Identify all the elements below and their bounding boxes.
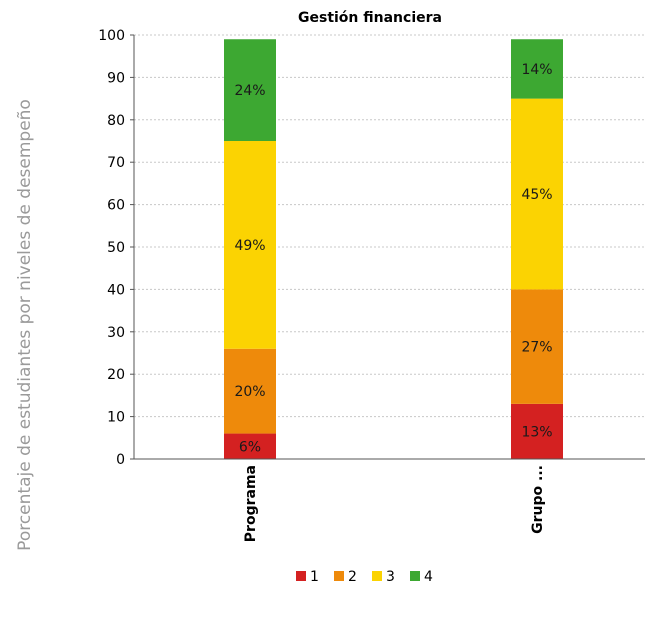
data-label-1-0: 6% [239,439,261,455]
data-label-2-1: 27% [521,340,552,356]
x-tick-label-0: Programa [243,465,259,542]
bar-segment-1-0 [224,433,276,459]
data-label-4-0: 24% [234,83,265,99]
y-tick-label-40: 40 [107,282,125,298]
y-tick-label-20: 20 [107,367,125,383]
x-tick-label-1: Grupo ... [530,465,546,534]
data-label-1-1: 13% [521,424,552,440]
legend-label-3: 3 [386,569,395,585]
legend-label-4: 4 [424,569,433,585]
y-tick-label-0: 0 [116,452,125,468]
y-tick-label-90: 90 [107,70,125,86]
legend-label-1: 1 [310,569,319,585]
y-tick-label-50: 50 [107,240,125,256]
legend-swatch-4 [410,571,420,581]
axes: 0 10 20 30 40 50 60 70 80 90 100 Programa Grupo ... [98,28,645,542]
y-tick-label-10: 10 [107,410,125,426]
data-label-3-0: 49% [234,238,265,254]
bar-segment-2-0 [224,348,276,434]
y-tick-label-70: 70 [107,155,125,171]
gridlines [134,34,645,418]
legend-swatch-2 [334,571,344,581]
legend-label-2: 2 [348,569,357,585]
y-tick-label-100: 100 [98,28,125,44]
legend-swatch-1 [296,571,306,581]
y-tick-label-60: 60 [107,198,125,214]
chart-title: Gestión financiera [298,10,442,26]
data-label-3-1: 45% [521,187,552,203]
bar-segment-4-1 [511,39,563,99]
legend: 1 2 3 4 [296,569,433,585]
bars: 6% 20% 49% 24% 13% 27% 45% 14% [224,39,563,459]
legend-swatch-3 [372,571,382,581]
bar-segment-1-1 [511,403,563,459]
bar-segment-2-1 [511,289,563,404]
bar-segment-3-0 [224,141,276,349]
y-axis-label: Porcentaje de estudiantes por niveles de… [15,99,35,551]
bar-segment-4-0 [224,39,276,141]
y-tick-label-30: 30 [107,325,125,341]
y-tick-label-80: 80 [107,113,125,129]
data-label-4-1: 14% [521,62,552,78]
bar-segment-3-1 [511,98,563,290]
data-label-2-0: 20% [234,384,265,400]
